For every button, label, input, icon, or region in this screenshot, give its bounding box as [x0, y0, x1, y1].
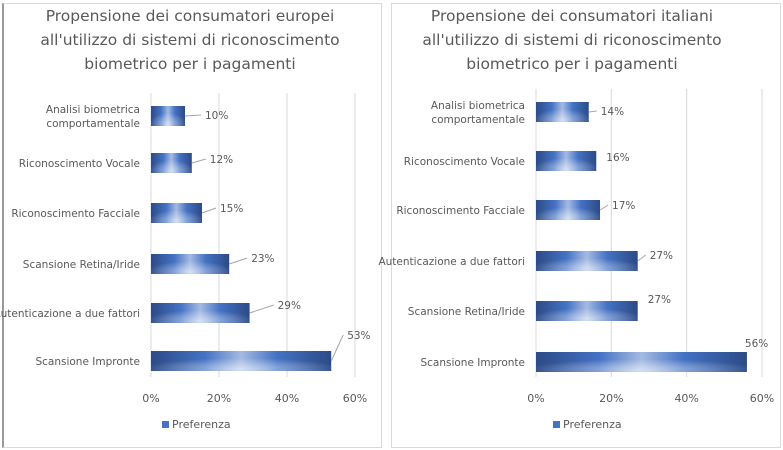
category-label-europe-6: Scansione Impronte	[35, 356, 140, 368]
chart-title-italy-line-3: biometrico per i pagamenti	[466, 55, 677, 73]
legend-label-italy: Preferenza	[563, 418, 622, 431]
chart-title-europe-line-3: biometrico per i pagamenti	[84, 55, 295, 73]
bar-highlight-europe-6	[151, 351, 332, 371]
category-label-europe-2: Riconoscimento Vocale	[19, 158, 140, 170]
leader-line-italy-4	[637, 254, 647, 262]
data-label-europe-2: 12%	[210, 154, 233, 166]
bar-highlight-europe-5	[151, 303, 250, 323]
category-label-italy-1: comportamentale	[431, 114, 525, 126]
data-label-italy-6: 56%	[745, 338, 768, 350]
leader-line-europe-4	[229, 257, 248, 265]
bar-highlight-europe-4	[151, 254, 230, 274]
bar-highlight-italy-4	[536, 251, 638, 271]
data-label-italy-1: 14%	[601, 106, 624, 118]
leader-line-europe-2	[191, 158, 206, 164]
data-label-italy-2: 16%	[606, 152, 629, 164]
bar-highlight-italy-1	[536, 102, 589, 122]
leader-line-europe-6	[330, 334, 344, 362]
data-label-europe-4: 23%	[251, 253, 274, 265]
x-tick-label-italy-60: 60%	[750, 392, 774, 405]
category-label-europe-1: comportamentale	[46, 118, 140, 130]
bar-highlight-italy-2	[536, 151, 597, 171]
leader-line-europe-5	[249, 304, 274, 314]
category-label-italy-4: Autenticazione a due fattori	[378, 256, 525, 268]
category-label-europe-4: Scansione Retina/Iride	[23, 259, 140, 271]
data-label-europe-3: 15%	[220, 203, 243, 215]
bar-highlight-europe-3	[151, 203, 202, 223]
chart-panel-italy	[391, 3, 781, 448]
x-tick-label-italy-40: 40%	[674, 392, 698, 405]
category-label-italy-6: Scansione Impronte	[420, 357, 525, 369]
bar-highlight-europe-1	[151, 106, 185, 126]
bar-highlight-italy-6	[536, 352, 747, 372]
data-label-europe-1: 10%	[205, 110, 228, 122]
chart-title-italy-line-2: all'utilizzo di sistemi di riconosciment…	[422, 31, 721, 49]
legend-label-europe: Preferenza	[172, 418, 231, 431]
x-tick-label-europe-20: 20%	[207, 392, 231, 405]
chart-title-europe-line-1: Propensione dei consumatori europei	[46, 7, 335, 25]
bar-highlight-italy-5	[536, 301, 638, 321]
chart-panel-europe	[2, 3, 382, 448]
leader-line-europe-3	[201, 207, 217, 214]
category-label-europe-3: Riconoscimento Facciale	[11, 208, 140, 220]
bar-highlight-europe-2	[151, 153, 192, 173]
data-label-europe-5: 29%	[278, 300, 301, 312]
chart-title-italy-line-1: Propensione dei consumatori italiani	[431, 7, 713, 25]
leader-line-italy-1	[588, 110, 597, 113]
leader-line-italy-3	[599, 204, 609, 211]
legend-swatch-italy	[553, 421, 560, 428]
x-tick-label-europe-40: 40%	[275, 392, 299, 405]
bar-highlight-italy-3	[536, 200, 601, 220]
chart-title-europe-line-2: all'utilizzo di sistemi di riconosciment…	[40, 31, 339, 49]
category-label-italy-5: Scansione Retina/Iride	[408, 306, 525, 318]
leader-line-europe-1	[184, 114, 202, 117]
x-tick-label-europe-60: 60%	[343, 392, 367, 405]
category-label-italy-1: Analisi biometrica	[431, 100, 525, 112]
data-label-italy-5: 27%	[648, 294, 671, 306]
category-label-italy-3: Riconoscimento Facciale	[396, 205, 525, 217]
category-label-europe-5: Autenticazione a due fattori	[0, 308, 140, 320]
x-tick-label-italy-20: 20%	[599, 392, 623, 405]
data-label-italy-3: 17%	[612, 200, 635, 212]
x-tick-label-italy-0: 0%	[527, 392, 544, 405]
data-label-italy-4: 27%	[650, 250, 673, 262]
legend-swatch-europe	[162, 421, 169, 428]
category-label-italy-2: Riconoscimento Vocale	[404, 156, 525, 168]
x-tick-label-europe-0: 0%	[142, 392, 159, 405]
category-label-europe-1: Analisi biometrica	[46, 104, 140, 116]
data-label-europe-6: 53%	[347, 330, 370, 342]
